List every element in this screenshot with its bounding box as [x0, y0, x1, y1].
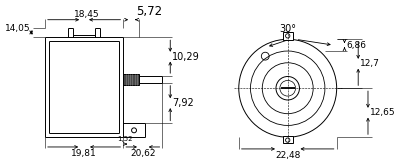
- Text: 14,05: 14,05: [5, 24, 30, 33]
- Text: 10,29: 10,29: [172, 52, 200, 62]
- Text: 20,62: 20,62: [130, 149, 156, 158]
- Text: 12,65: 12,65: [370, 108, 396, 117]
- Text: 22,48: 22,48: [275, 151, 300, 160]
- Text: 12,7: 12,7: [360, 59, 380, 68]
- Text: 18,45: 18,45: [74, 10, 100, 19]
- Text: 30°: 30°: [279, 24, 296, 34]
- Polygon shape: [283, 136, 293, 143]
- Text: 19,81: 19,81: [71, 149, 97, 158]
- Text: 6,86: 6,86: [346, 41, 366, 50]
- Polygon shape: [123, 74, 139, 85]
- Text: 1,52: 1,52: [118, 136, 133, 142]
- Polygon shape: [283, 32, 293, 40]
- Text: 7,92: 7,92: [172, 98, 194, 108]
- Text: 5,72: 5,72: [136, 5, 162, 18]
